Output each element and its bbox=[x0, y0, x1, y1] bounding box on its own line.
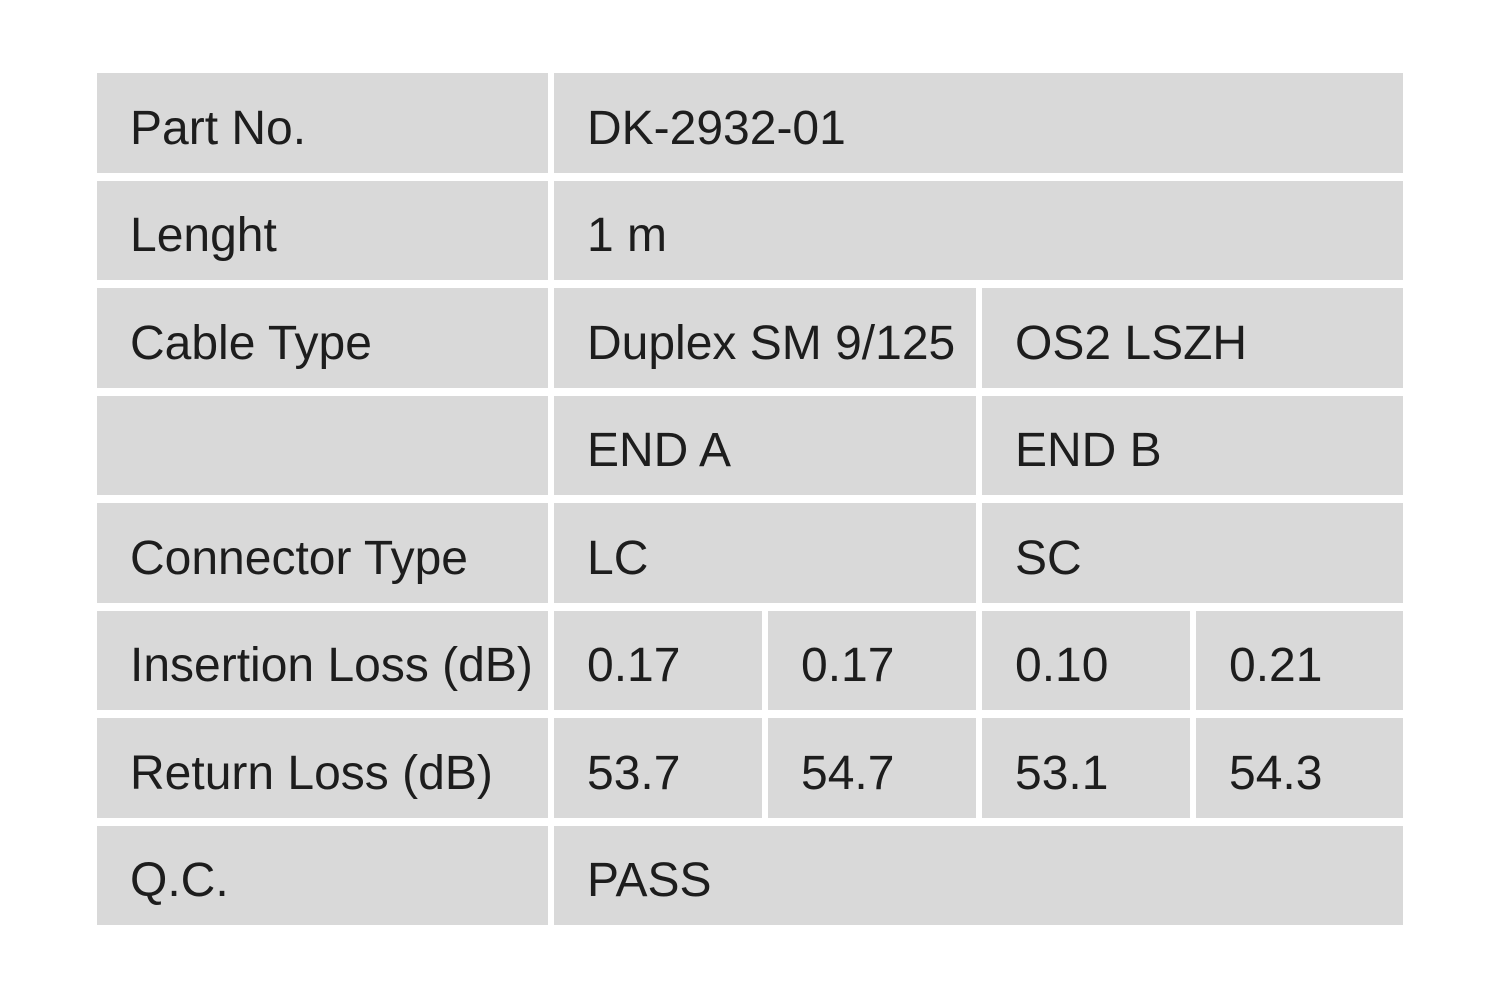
cell-connector-type-end-a: LC bbox=[554, 503, 976, 603]
cell-return-loss-end-a-1: 53.7 bbox=[554, 718, 762, 818]
cell-return-loss-end-b-1: 53.1 bbox=[982, 718, 1190, 818]
cell-cable-type-label: Cable Type bbox=[97, 288, 548, 388]
cell-insertion-loss-end-a-1: 0.17 bbox=[554, 610, 762, 710]
cell-cable-type-value-1: Duplex SM 9/125 bbox=[554, 288, 976, 388]
qc-spec-table: Part No. DK-2932-01 Lenght 1 m Cable Typ… bbox=[97, 73, 1403, 925]
cell-connector-type-label: Connector Type bbox=[97, 503, 548, 603]
cell-insertion-loss-end-a-2: 0.17 bbox=[768, 610, 976, 710]
cell-qc-value: PASS bbox=[554, 825, 1403, 925]
cell-insertion-loss-end-b-2: 0.21 bbox=[1196, 610, 1403, 710]
cell-return-loss-label: Return Loss (dB) bbox=[97, 718, 548, 818]
cell-part-no-value: DK-2932-01 bbox=[554, 73, 1403, 173]
cell-insertion-loss-label: Insertion Loss (dB) bbox=[97, 610, 548, 710]
cell-insertion-loss-end-b-1: 0.10 bbox=[982, 610, 1190, 710]
cell-connector-type-end-b: SC bbox=[982, 503, 1403, 603]
cell-qc-label: Q.C. bbox=[97, 825, 548, 925]
cell-ends-label bbox=[97, 395, 548, 495]
cell-end-b-header: END B bbox=[982, 395, 1403, 495]
cell-part-no-label: Part No. bbox=[97, 73, 548, 173]
cell-length-value: 1 m bbox=[554, 180, 1403, 280]
cell-return-loss-end-b-2: 54.3 bbox=[1196, 718, 1403, 818]
cell-cable-type-value-2: OS2 LSZH bbox=[982, 288, 1403, 388]
cell-end-a-header: END A bbox=[554, 395, 976, 495]
cell-return-loss-end-a-2: 54.7 bbox=[768, 718, 976, 818]
cell-length-label: Lenght bbox=[97, 180, 548, 280]
